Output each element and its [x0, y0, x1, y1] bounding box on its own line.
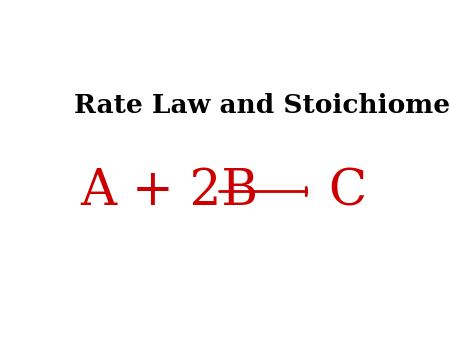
Text: C: C	[328, 167, 367, 216]
Text: Rate Law and Stoichiometry: Rate Law and Stoichiometry	[74, 93, 450, 118]
Text: A + 2B: A + 2B	[81, 167, 259, 216]
